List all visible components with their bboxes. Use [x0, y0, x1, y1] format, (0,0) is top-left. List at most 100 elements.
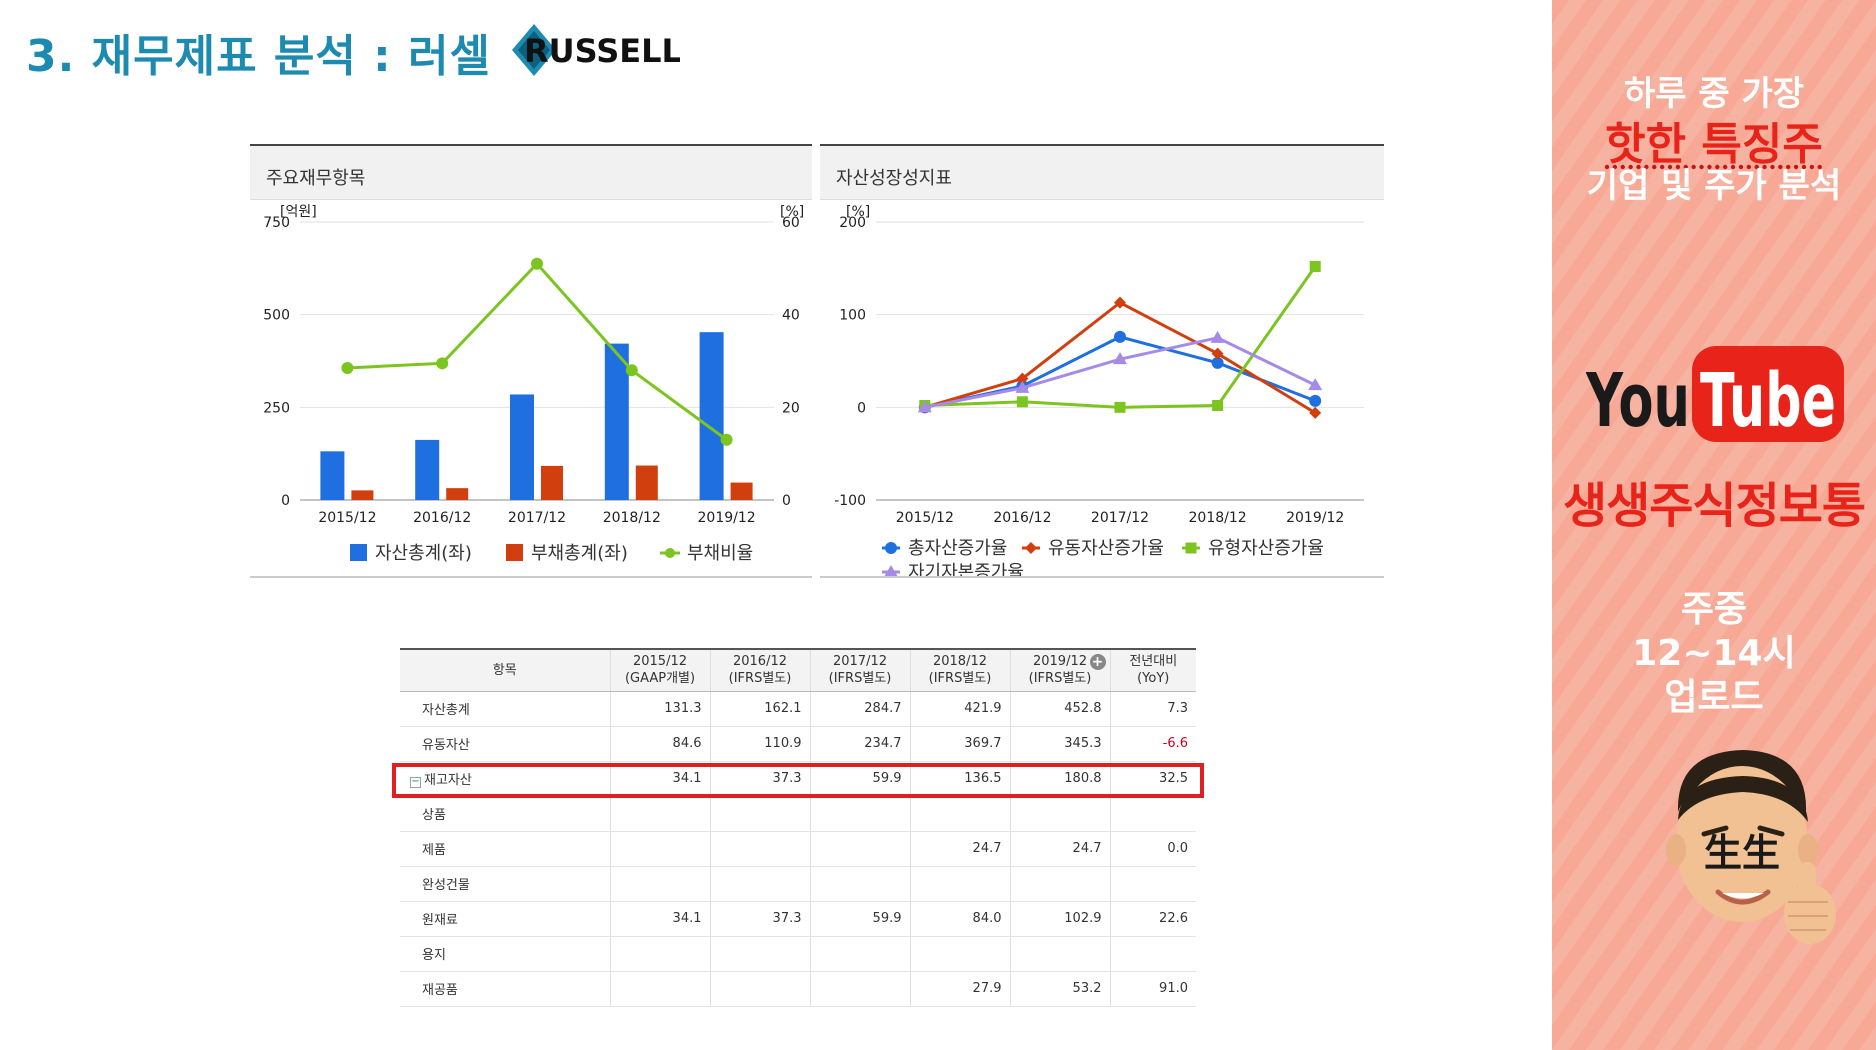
header-item: 항목: [400, 648, 610, 692]
bar: [510, 394, 534, 500]
table-cell: 102.9: [1009, 901, 1110, 937]
y-right-tick-label: 0: [782, 493, 791, 509]
y-left-tick-label: 500: [263, 308, 290, 324]
y-tick-label: -100: [834, 493, 866, 509]
bar: [730, 482, 753, 500]
legend-label: 유동자산증가율: [1048, 538, 1164, 559]
youtube-logo-you: You: [1586, 358, 1690, 444]
expand-plus-icon[interactable]: +: [1089, 654, 1106, 670]
row-label-text: 상품: [422, 808, 446, 823]
bar: [351, 490, 374, 500]
table-header-row: 항목 2015/12 (GAAP개별) 2016/12 (IFRS별도) 2017/…: [400, 648, 1196, 692]
data-point: [436, 357, 449, 370]
x-tick-label: 2016/12: [413, 510, 471, 526]
legend-label: 부채총계(좌): [531, 543, 628, 564]
y-tick-label: 0: [857, 400, 866, 416]
row-label-text: 제품: [422, 843, 446, 858]
table-cell: 32.5: [1109, 761, 1196, 797]
data-point: [531, 257, 543, 270]
header-2016: 2016/12 (IFRS별도): [709, 648, 810, 692]
data-point: [1114, 296, 1126, 309]
data-point: [1211, 356, 1224, 369]
table-cell: [1109, 936, 1196, 972]
data-point: [1016, 396, 1028, 408]
schedule-line-2: 12~14시: [1632, 633, 1796, 674]
data-point: [1015, 380, 1030, 393]
table-cell: 84.6: [609, 726, 710, 762]
table-cell: [709, 866, 810, 902]
data-point: [1309, 406, 1322, 419]
table-cell: 452.8: [1009, 691, 1110, 727]
table-cell: [909, 936, 1010, 972]
table-cell: [1009, 866, 1110, 902]
row-label: 재공품: [400, 971, 610, 1007]
data-point: [1212, 399, 1224, 411]
table-cell: 131.3: [609, 691, 710, 727]
data-point: [1309, 394, 1322, 407]
table-cell: 421.9: [909, 691, 1010, 727]
row-label-text: 완성건물: [422, 878, 470, 893]
youtube-logo-tube: Tube: [1700, 358, 1836, 444]
table-cell: [809, 796, 910, 832]
asset-growth-chart: -100 0 100 200[%] 2015/12 2016/12 2017/12 2018/…: [834, 204, 1364, 576]
table-row: 상품: [400, 796, 1196, 832]
table-cell: 34.1: [609, 761, 710, 797]
legend-swatch-marker: [885, 542, 897, 554]
legend-swatch: [350, 544, 367, 561]
table-cell: [909, 796, 1010, 832]
table-cell: [909, 866, 1010, 902]
table-cell: 53.2: [1009, 971, 1110, 1007]
table-cell: [709, 831, 810, 867]
legend-swatch-marker: [665, 548, 675, 558]
table-cell: 27.9: [909, 971, 1010, 1007]
y-right-tick-label: 40: [782, 308, 800, 324]
y-left-axis-label: [억원]: [280, 204, 317, 220]
collapse-icon[interactable]: −: [410, 776, 421, 788]
y-tick-label: 100: [839, 308, 866, 324]
table-row: 자산총계 131.3 162.1 284.7 421.9 452.8 7.3: [400, 691, 1196, 727]
financial-items-panel: 주요재무항목 0 250 500 750 0 20 40 60 [억원] [%] 2015/12 20…: [250, 144, 812, 578]
y-right-axis-label: [%]: [780, 204, 804, 220]
sidebar-banner: 하루 중 가장 핫한 특징주 기업 및 주가 분석 You Tube 생생주식정…: [1552, 0, 1876, 1050]
row-label: 자산총계: [400, 691, 610, 727]
legend-swatch: [506, 544, 523, 561]
table-row: 원재료 34.1 37.3 59.9 84.0 102.9 22.6: [400, 901, 1196, 937]
table-cell: 110.9: [709, 726, 810, 762]
legend-swatch-marker: [1185, 542, 1197, 554]
row-label: 유동자산: [400, 726, 610, 762]
table-cell: 369.7: [909, 726, 1010, 762]
financial-items-title: 주요재무항목: [250, 146, 812, 200]
tagline-line-1: 하루 중 가장: [1623, 74, 1805, 114]
table-cell: 136.5: [909, 761, 1010, 797]
table-cell: [809, 936, 910, 972]
financial-items-chart: 0 250 500 750 0 20 40 60 [억원] [%] 2015/12 2016/12 20…: [263, 204, 804, 564]
bar: [635, 465, 658, 500]
bar: [320, 451, 345, 500]
table-cell: 180.8: [1009, 761, 1110, 797]
row-label: − 재고자산: [400, 761, 610, 797]
row-label-text: 자산총계: [422, 703, 470, 718]
avatar: 生生: [1666, 750, 1836, 944]
y-right-tick-label: 20: [782, 400, 800, 416]
row-label-text: 원재료: [422, 913, 458, 928]
asset-growth-title: 자산성장성지표: [820, 146, 1384, 200]
table-cell: 22.6: [1109, 901, 1196, 937]
x-tick-label: 2015/12: [896, 510, 954, 526]
row-label: 원재료: [400, 901, 610, 937]
table-cell: 37.3: [709, 901, 810, 937]
data-point: [1016, 372, 1029, 385]
x-tick-label: 2018/12: [603, 510, 661, 526]
row-label: 용지: [400, 936, 610, 972]
schedule-line-3: 업로드: [1664, 677, 1764, 718]
table-cell: 7.3: [1109, 691, 1196, 727]
table-cell: [809, 831, 910, 867]
financial-table: 항목 2015/12 (GAAP개별) 2016/12 (IFRS별도) 2017/…: [400, 648, 1196, 1007]
table-cell: 284.7: [809, 691, 910, 727]
table-cell: [709, 936, 810, 972]
data-point: [720, 433, 733, 446]
y-axis-label: [%]: [846, 204, 870, 220]
russell-logo: RUSSELL: [512, 24, 680, 76]
row-label: 제품: [400, 831, 610, 867]
bar: [446, 488, 469, 500]
table-cell: [709, 796, 810, 832]
